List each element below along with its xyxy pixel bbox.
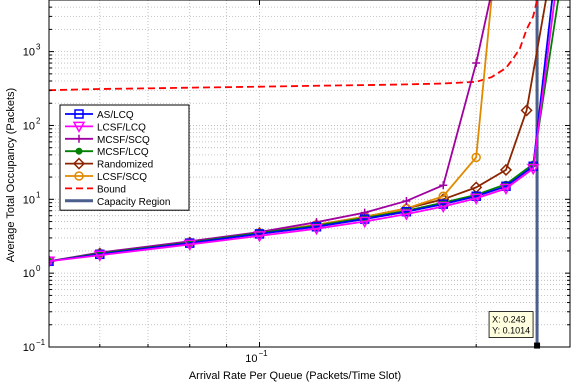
y-tick-label: 10 <box>23 194 35 206</box>
legend-label-lcsf-scq: LCSF/SCQ <box>97 172 147 183</box>
y-axis-label: Average Total Occupancy (Packets) <box>5 88 17 262</box>
y-tick-label-exponent: 1 <box>36 190 41 199</box>
legend-marker-as-lcq <box>74 109 84 119</box>
legend-label-randomized: Randomized <box>97 160 153 171</box>
legend-label-as-lcq: AS/LCQ <box>97 110 134 121</box>
y-tick-label-exponent: −1 <box>36 338 46 347</box>
data-point-lcsf-lcq <box>310 223 323 236</box>
series-line-bound <box>49 0 538 92</box>
grid <box>49 0 570 347</box>
data-point-lcsf-lcq <box>183 239 197 251</box>
y-tick-label: 10 <box>23 342 35 354</box>
y-tick-label-exponent: 0 <box>36 264 41 273</box>
datatip-x-text: X: 0.243 <box>492 315 526 325</box>
data-point-randomized <box>520 104 533 117</box>
data-point-lcsf-lcq <box>400 209 413 221</box>
y-tick-label: 10 <box>23 268 35 280</box>
series-group <box>49 0 560 347</box>
data-point-lcsf-lcq <box>469 193 483 205</box>
data-point-mcsf-scq <box>439 181 448 190</box>
datatip-marker[interactable] <box>534 342 541 349</box>
plot-frame <box>48 0 571 348</box>
data-point-lcsf-scq <box>471 152 481 163</box>
data-point-lcsf-lcq <box>436 201 450 214</box>
data-point-lcsf-lcq <box>49 256 56 268</box>
legend-label-capacity-region: Capacity Region <box>97 197 170 208</box>
y-tick-label-exponent: 2 <box>36 116 41 125</box>
legend-marker-lcsf-scq <box>74 171 84 181</box>
legend-label-bound: Bound <box>97 184 126 195</box>
data-point-lcsf-lcq <box>93 250 107 262</box>
datatip-y-text: Y: 0.1014 <box>492 326 530 336</box>
y-tick-label: 10 <box>23 47 35 59</box>
y-tick-label-exponent: 3 <box>36 43 41 52</box>
y-tick-label: 10 <box>23 120 35 132</box>
data-point-randomized <box>499 163 513 176</box>
legend-marker-lcsf-lcq <box>72 121 86 133</box>
series-lcsf-lcq <box>49 0 556 268</box>
series-bound <box>49 0 538 92</box>
series-line-mcsf-scq <box>49 0 491 263</box>
legend-marker-mcsf-scq <box>75 134 83 143</box>
data-point-lcsf-lcq <box>526 163 540 176</box>
data-point-mcsf-scq <box>472 59 481 68</box>
x-tick-label-exponent: −1 <box>258 349 268 358</box>
legend-marker-randomized <box>72 157 86 170</box>
x-axis-label: Arrival Rate Per Queue (Packets/Time Slo… <box>189 370 401 382</box>
legend-label-mcsf-scq: MCSF/SCQ <box>97 135 150 146</box>
data-point-lcsf-lcq <box>253 231 266 243</box>
data-point-lcsf-lcq <box>358 216 371 229</box>
axis-ticks: 10 −110 010 110 210 310 −1 <box>23 0 570 365</box>
datatip-box <box>488 311 534 338</box>
legend-marker-mcsf-lcq <box>75 147 83 155</box>
legend-label-mcsf-lcq: MCSF/LCQ <box>97 147 149 158</box>
legend-label-lcsf-lcq: LCSF/LCQ <box>97 122 146 133</box>
data-point-mcsf-scq <box>402 196 411 205</box>
x-tick-label: 10 <box>245 353 257 365</box>
data-point-lcsf-lcq <box>499 183 513 196</box>
